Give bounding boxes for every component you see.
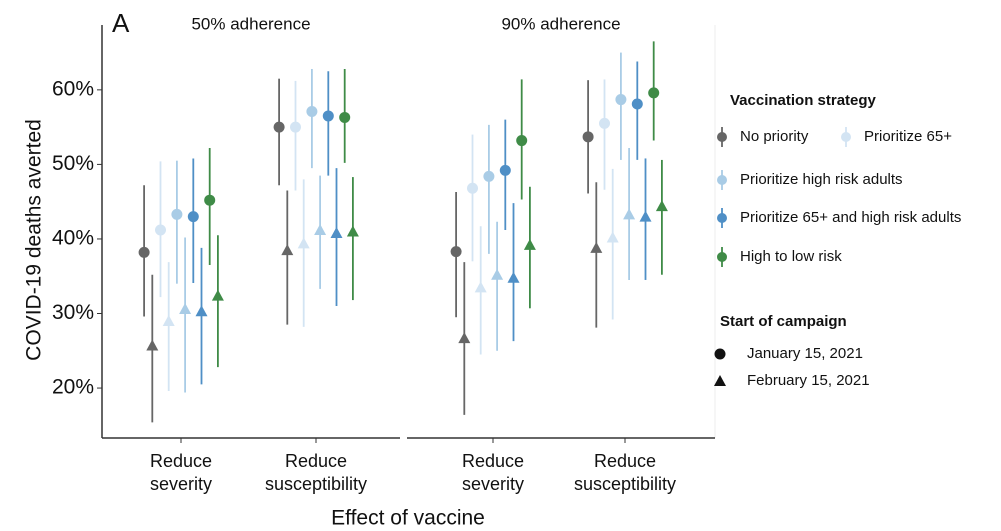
legend-marker [717,252,727,262]
point [322,110,334,122]
point [281,244,294,256]
x-tick-label: Reduce susceptibility [265,451,367,494]
point [582,131,594,143]
legend-label: High to low risk [740,248,842,265]
legend-label: February 15, 2021 [747,372,870,389]
point [273,121,285,133]
panel-label: A [112,8,130,38]
point [516,135,528,147]
y-tick-label: 50% [52,152,94,175]
point [330,226,343,238]
point [211,289,224,301]
point [648,87,660,99]
y-tick-label: 60% [52,77,94,100]
legend-marker [717,132,727,142]
point [195,305,208,317]
y-tick-label: 40% [52,227,94,250]
legend-marker [841,132,851,142]
point [155,224,166,236]
point [138,246,150,258]
legend-label: Prioritize 65+ and high risk adults [740,209,961,226]
point [606,231,619,243]
point [290,121,301,133]
y-axis-label: COVID-19 deaths averted [23,119,46,361]
point [631,98,643,110]
point [297,237,310,249]
point [467,182,478,194]
point [507,271,520,283]
point [483,170,495,182]
legend-label: January 15, 2021 [747,345,863,362]
x-axis-label: Effect of vaccine [331,507,485,530]
point [623,208,636,220]
point [590,241,603,253]
x-tick-label: Reduce severity [462,451,524,494]
x-tick-label: Reduce susceptibility [574,451,676,494]
y-tick-label: 30% [52,301,94,324]
point [599,117,610,129]
legend-title: Start of campaign [720,313,847,330]
legend-label: Prioritize high risk adults [740,171,903,188]
point [346,225,359,237]
point [499,164,511,176]
point [458,332,471,344]
legend-title: Vaccination strategy [730,92,877,109]
legend-marker [714,375,726,386]
point [450,246,462,258]
point [523,238,536,250]
legend-label: Prioritize 65+ [864,128,952,145]
point [171,208,183,220]
point [474,281,487,293]
legend-marker [717,175,727,185]
y-tick-label: 20% [52,376,94,399]
point [615,94,627,106]
point [314,224,327,236]
point [146,339,159,351]
legend-marker [717,213,727,223]
point [339,111,351,123]
point [179,303,192,315]
legend-label: No priority [740,128,809,145]
point [655,200,668,212]
panel-title: 90% adherence [501,14,620,33]
point [204,194,216,206]
panel-title: 50% adherence [191,14,310,33]
point [639,210,652,222]
x-tick-label: Reduce severity [150,451,212,494]
legend-marker [714,348,726,360]
point [306,105,318,117]
point [187,211,199,223]
point [491,268,504,280]
point [162,314,175,326]
